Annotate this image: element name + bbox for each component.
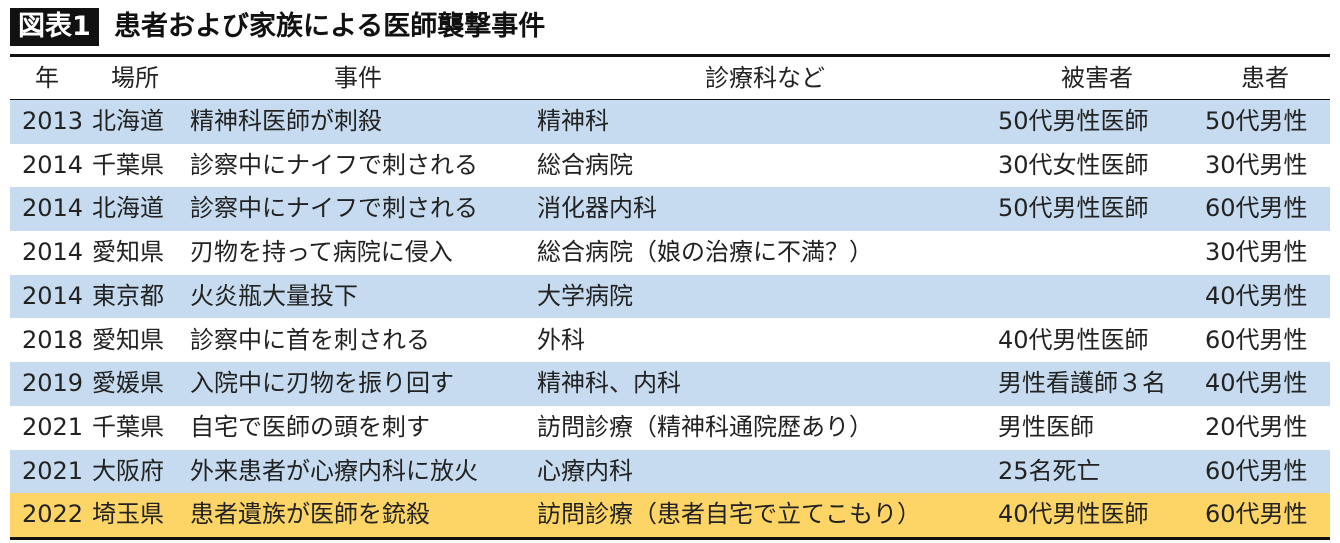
table-row: 2021 大阪府 外来患者が心療内科に放火 心療内科 25名死亡 60代男性 — [10, 449, 1330, 494]
table-row: 2022 埼玉県 患者遺族が医師を銃殺 訪問診療（患者自宅で立てこもり） 40代男性医師… — [10, 493, 1330, 537]
table-cell: 2021 — [22, 412, 84, 441]
table-cell: 男性看護師３名 — [998, 369, 1166, 398]
table-cell: 40代男性 — [1205, 369, 1308, 398]
table-cell: 40代男性医師 — [998, 325, 1149, 354]
table-cell: 2013 — [22, 107, 84, 135]
table-cell: 診察中にナイフで刺される — [190, 150, 478, 179]
table-cell: 2018 — [22, 325, 84, 354]
table-cell: 25名死亡 — [998, 456, 1101, 485]
table-cell: 外科 — [537, 325, 585, 354]
table-cell: 総合病院 — [537, 150, 633, 179]
column-header: 被害者 — [1061, 64, 1133, 92]
table-cell: 大学病院 — [537, 281, 633, 310]
header-row: 年 場所 事件 診療科など 被害者 患者 — [10, 56, 1330, 100]
bottom-rule — [10, 537, 1330, 540]
table-cell: 千葉県 — [92, 412, 164, 441]
table-cell: 60代男性 — [1205, 500, 1308, 529]
table-cell: 愛媛県 — [92, 369, 164, 398]
table-cell: 自宅で医師の頭を刺す — [190, 412, 430, 441]
column-header: 年 — [35, 64, 59, 92]
table-cell: 2022 — [22, 500, 84, 529]
column-header: 患者 — [1241, 64, 1289, 92]
table-cell: 30代男性 — [1205, 238, 1308, 267]
table-cell: 60代男性 — [1205, 194, 1308, 223]
table-cell: 60代男性 — [1205, 456, 1308, 485]
table-cell: 刃物を持って病院に侵入 — [190, 238, 453, 267]
table-cell: 男性医師 — [998, 412, 1094, 441]
table-row: 2014 東京都 火炎瓶大量投下 大学病院 40代男性 — [10, 274, 1330, 319]
table-cell: 訪問診療（精神科通院歴あり） — [537, 412, 873, 441]
table-cell: 40代男性医師 — [998, 500, 1149, 529]
table-cell: 埼玉県 — [92, 500, 164, 529]
table-row: 2014 愛知県 刃物を持って病院に侵入 総合病院（娘の治療に不満？） 30代男性 — [10, 231, 1330, 275]
table-cell: 2014 — [22, 150, 84, 179]
table-cell: 入院中に刃物を振り回す — [190, 369, 454, 398]
table-cell: 2014 — [22, 281, 84, 310]
table-cell: 外来患者が心療内科に放火 — [190, 456, 478, 485]
table-cell: 30代男性 — [1205, 150, 1308, 179]
table-row: 2018 愛知県 診察中に首を刺される 外科 40代男性医師 60代男性 — [10, 319, 1330, 363]
table-cell: 北海道 — [92, 194, 164, 223]
table-cell: 北海道 — [92, 107, 164, 135]
table-cell: 50代男性 — [1205, 107, 1308, 135]
table-cell: 2019 — [22, 369, 84, 398]
figure-label: 図表1 — [10, 8, 99, 46]
table-row: 2019 愛媛県 入院中に刃物を振り回す 精神科、内科 男性看護師３名 40代男性 — [10, 362, 1330, 406]
table-cell: 診察中にナイフで刺される — [190, 194, 478, 223]
table-row: 2014 千葉県 診察中にナイフで刺される 総合病院 30代女性医師 30代男性 — [10, 144, 1330, 188]
table-cell: 火炎瓶大量投下 — [190, 281, 358, 310]
table-cell: 2014 — [22, 194, 84, 223]
table-cell: 愛知県 — [92, 238, 164, 267]
table-cell: 消化器内科 — [537, 194, 657, 223]
table-cell: 60代男性 — [1205, 325, 1308, 354]
figure-title: 患者および家族による医師襲撃事件 — [114, 11, 546, 42]
table-cell: 30代女性医師 — [998, 150, 1149, 179]
table-cell: 大阪府 — [92, 456, 164, 485]
column-header: 診療科など — [705, 64, 825, 92]
table-cell: 40代男性 — [1205, 281, 1308, 310]
table-cell: 精神科、内科 — [537, 369, 681, 398]
column-header: 場所 — [111, 64, 159, 92]
table-cell: 精神科医師が刺殺 — [190, 107, 382, 135]
table-cell: 2021 — [22, 456, 84, 485]
table-cell: 診察中に首を刺される — [190, 325, 430, 354]
table-cell: 20代男性 — [1205, 412, 1308, 441]
table-cell: 精神科 — [537, 107, 609, 135]
table-cell: 愛知県 — [92, 325, 164, 354]
table-row: 2021 千葉県 自宅で医師の頭を刺す 訪問診療（精神科通院歴あり） 男性医師 20代男性 — [10, 406, 1330, 450]
table-cell: 千葉県 — [92, 150, 164, 179]
top-rule — [10, 54, 1330, 57]
table-cell: 50代男性医師 — [998, 107, 1149, 135]
table-cell: 総合病院（娘の治療に不満？） — [537, 238, 873, 267]
table-cell: 東京都 — [92, 281, 164, 310]
table-cell: 心療内科 — [537, 456, 633, 485]
table-cell: 50代男性医師 — [998, 194, 1149, 223]
column-header: 事件 — [334, 64, 382, 92]
table-row: 2013 北海道 精神科医師が刺殺 精神科 50代男性医師 50代男性 — [10, 100, 1330, 144]
table-row: 2014 北海道 診察中にナイフで刺される 消化器内科 50代男性医師 60代男性 — [10, 187, 1330, 232]
table-cell: 2014 — [22, 238, 84, 267]
table-cell: 患者遺族が医師を銃殺 — [190, 500, 430, 529]
table-cell: 訪問診療（患者自宅で立てこもり） — [537, 500, 921, 529]
